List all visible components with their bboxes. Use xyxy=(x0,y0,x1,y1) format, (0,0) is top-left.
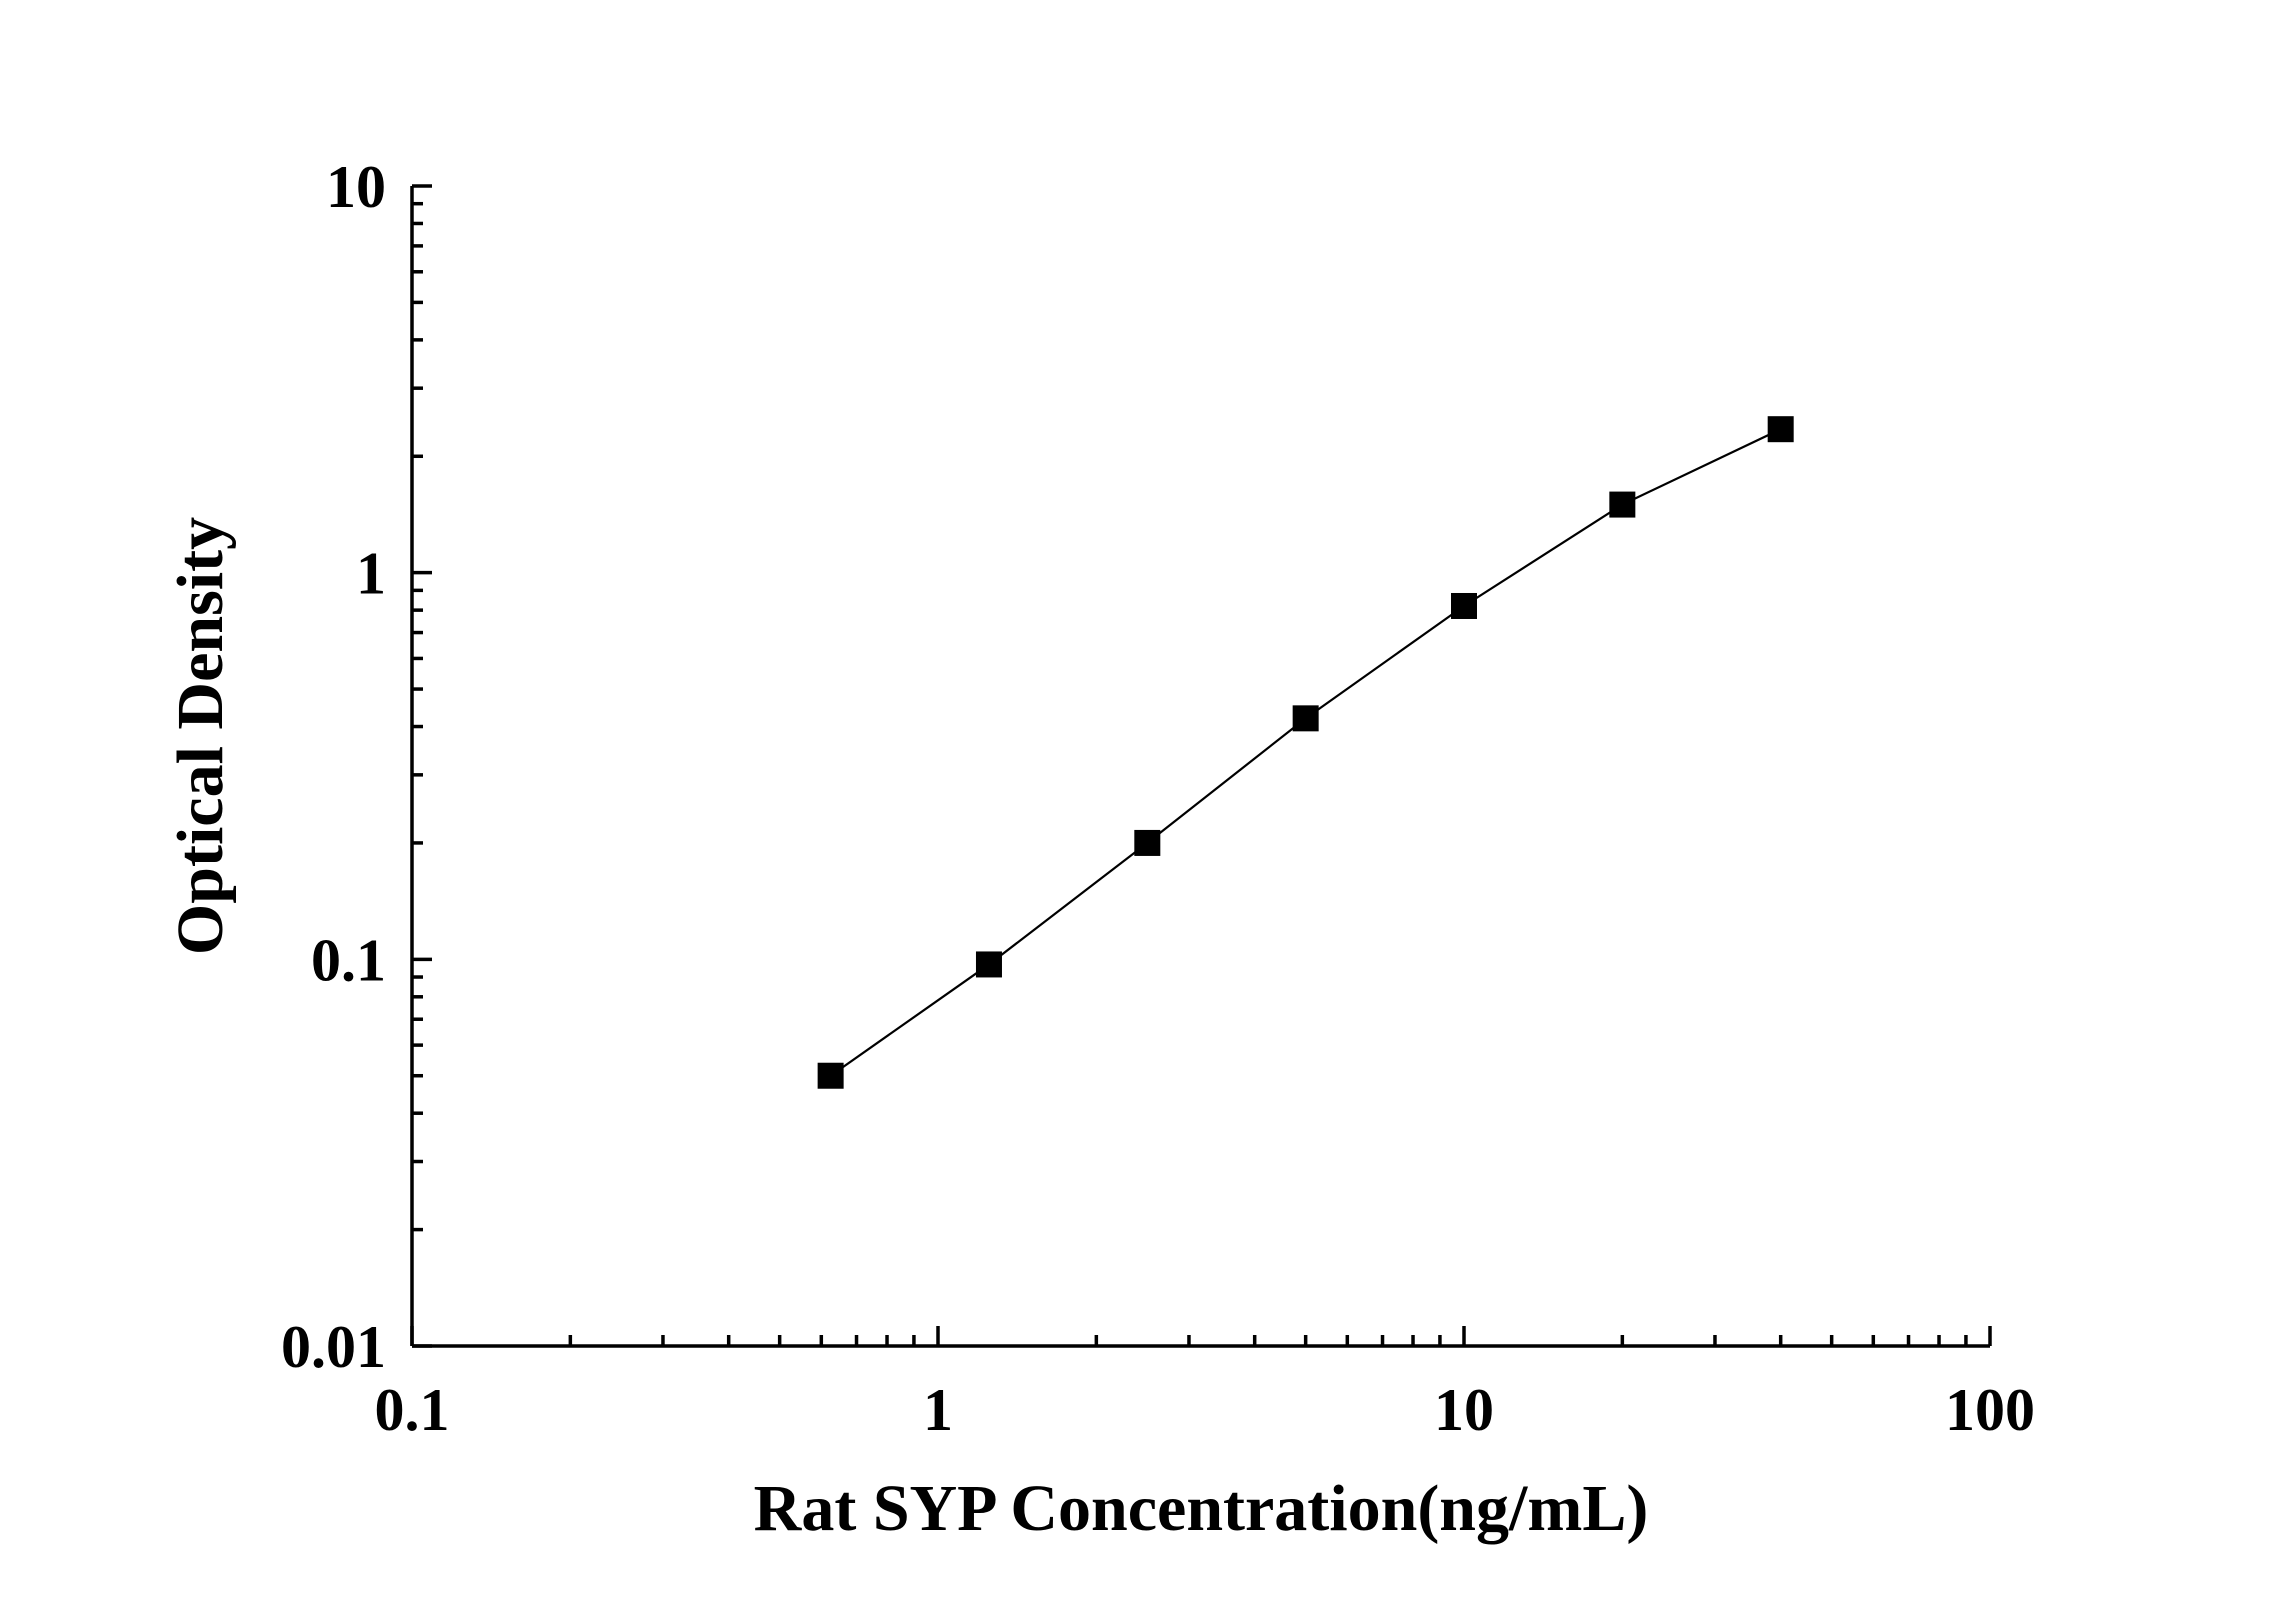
data-point-marker xyxy=(1451,592,1477,619)
x-tick-label: 10 xyxy=(1434,1377,1494,1443)
y-tick-label: 1 xyxy=(356,541,386,607)
data-point-marker xyxy=(1767,416,1794,443)
data-point-marker xyxy=(1134,829,1161,856)
y-tick-label: 10 xyxy=(326,154,386,220)
data-point-marker xyxy=(1292,705,1319,732)
data-point-marker xyxy=(1609,491,1636,518)
y-tick-label: 0.1 xyxy=(311,927,386,993)
x-tick-label: 0.1 xyxy=(375,1377,450,1443)
series-group xyxy=(817,416,1794,1089)
y-tick-label: 0.01 xyxy=(281,1314,386,1380)
data-point-marker xyxy=(817,1062,844,1089)
data-point-marker xyxy=(975,951,1002,978)
x-tick-label: 1 xyxy=(923,1377,953,1443)
y-axis-title: Optical Density xyxy=(164,517,237,955)
series-line xyxy=(830,428,1782,1077)
x-tick-label: 100 xyxy=(1945,1377,2035,1443)
x-axis-title: Rat SYP Concentration(ng/mL) xyxy=(754,1472,1649,1545)
axis-ticks xyxy=(410,184,1992,1348)
